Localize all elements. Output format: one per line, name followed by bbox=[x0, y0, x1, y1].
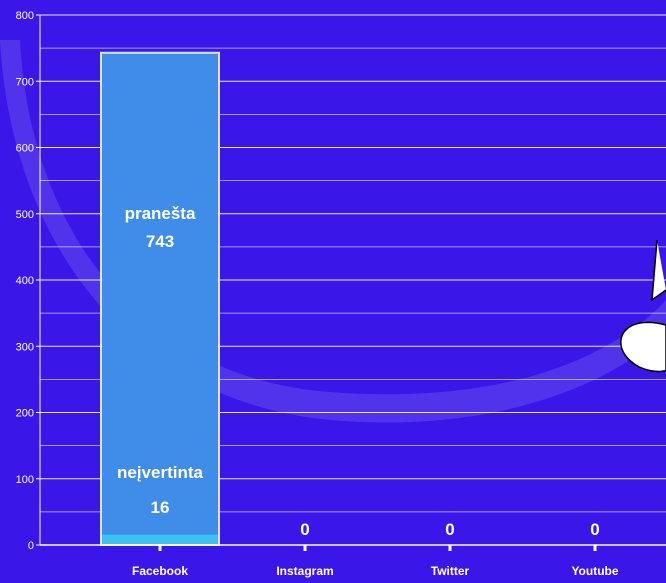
y-tick-label: 600 bbox=[16, 143, 34, 155]
data-label-name: pranešta bbox=[125, 204, 196, 223]
x-tick-label: Facebook bbox=[132, 564, 188, 578]
data-label-value: 16 bbox=[151, 498, 170, 517]
data-label-name: neįvertinta bbox=[117, 463, 204, 482]
data-label-value: 0 bbox=[445, 520, 454, 539]
x-tick-label: Twitter bbox=[431, 564, 470, 578]
bar-segment bbox=[101, 534, 219, 545]
x-axis: Facebook Instagram Twitter Youtube bbox=[40, 544, 666, 578]
background-swirl bbox=[0, 40, 666, 423]
data-label-value: 0 bbox=[300, 520, 309, 539]
x-tick-label: Youtube bbox=[571, 564, 618, 578]
data-labels: neįvertinta 16 pranešta 743 0 0 0 bbox=[117, 204, 600, 539]
y-tick-label: 200 bbox=[16, 408, 34, 420]
bars bbox=[100, 51, 220, 546]
bar-segment bbox=[101, 52, 219, 535]
data-label-value: 0 bbox=[590, 520, 599, 539]
speech-bubble-icon bbox=[620, 239, 666, 373]
y-tick-label: 0 bbox=[28, 540, 34, 552]
y-tick-label: 100 bbox=[16, 474, 34, 486]
y-tick-label: 500 bbox=[16, 209, 34, 221]
data-label-value: 743 bbox=[146, 232, 174, 251]
y-tick-label: 300 bbox=[16, 341, 34, 353]
y-axis: 0 100 200 300 400 500 600 700 800 bbox=[16, 10, 41, 552]
y-tick-label: 400 bbox=[16, 275, 34, 287]
y-tick-label: 700 bbox=[16, 76, 34, 88]
x-tick-label: Instagram bbox=[276, 564, 333, 578]
y-tick-label: 800 bbox=[16, 10, 34, 22]
